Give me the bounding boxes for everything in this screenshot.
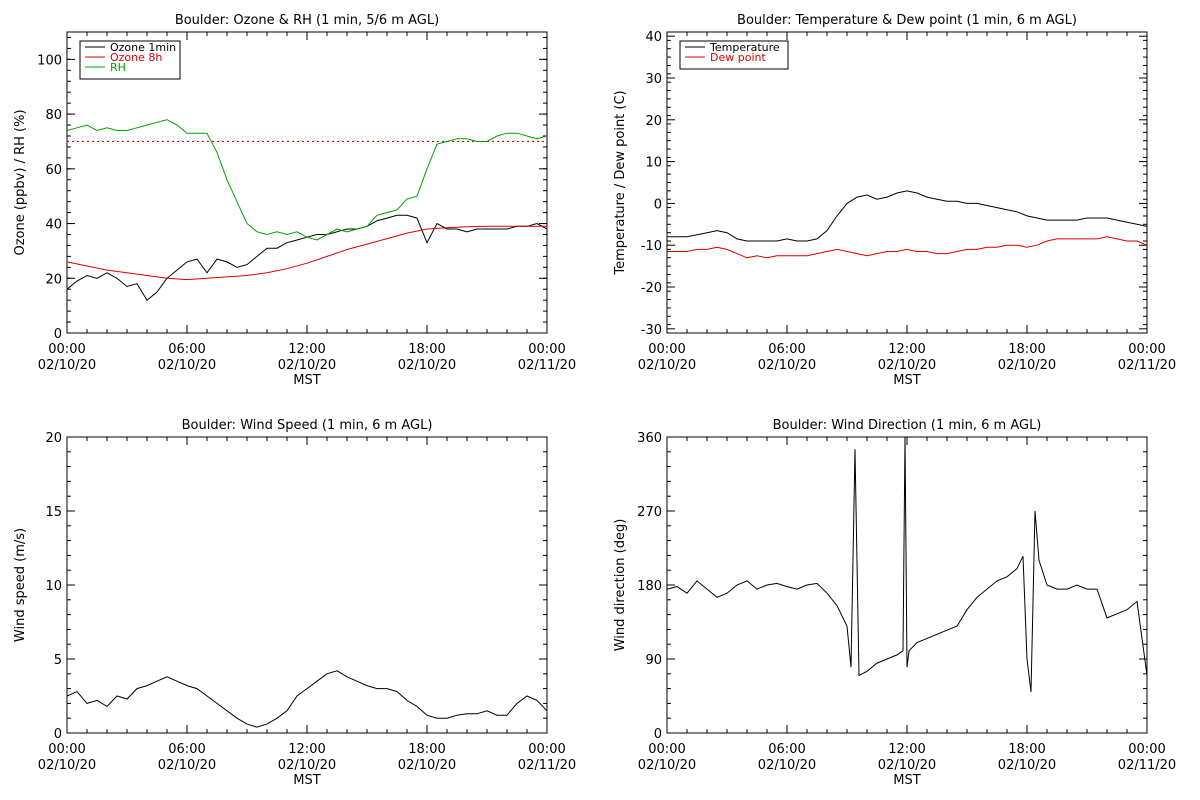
wind-speed-panel: Boulder: Wind Speed (1 min, 6 m AGL) 0 5 10… bbox=[13, 418, 576, 788]
wind-direction-ytick-label: 270 bbox=[637, 505, 662, 520]
ozone-rh-xtick-time: 12:00 bbox=[288, 342, 325, 357]
ozone-rh-line-ozone-8h bbox=[67, 225, 547, 281]
wind-direction-ylabel: Wind direction (deg) bbox=[613, 519, 628, 652]
ozone-rh-legend-entry: RH bbox=[110, 61, 126, 74]
temp-dewpoint-plot-frame bbox=[666, 31, 1148, 334]
wind-speed-xtick-time: 06:00 bbox=[168, 742, 205, 757]
temp-dewpoint-xtick-time: 00:00 bbox=[1128, 342, 1165, 357]
temp-dewpoint-legend bbox=[679, 40, 789, 70]
wind-speed-ytick-label: 5 bbox=[54, 653, 62, 668]
temp-dewpoint-ytick-label: 40 bbox=[645, 30, 662, 45]
wind-direction-xtick-time: 18:00 bbox=[1008, 742, 1045, 757]
temp-dewpoint-line-dew-point bbox=[667, 236, 1147, 259]
ozone-rh-legend-entry: Ozone 1min bbox=[110, 41, 176, 54]
wind-direction-xtick-date: 02/10/20 bbox=[638, 758, 696, 773]
temp-dewpoint-xtick-date: 02/11/20 bbox=[1118, 358, 1176, 373]
ozone-rh-xlabel: MST bbox=[293, 373, 320, 388]
wind-direction-xtick-date: 02/10/20 bbox=[998, 758, 1056, 773]
temp-dewpoint-ytick-label: 30 bbox=[645, 72, 662, 87]
wind-direction-xtick-time: 00:00 bbox=[1128, 742, 1165, 757]
wind-direction-panel: Boulder: Wind Direction (1 min, 6 m AGL)… bbox=[613, 418, 1176, 788]
wind-direction-xtick-time: 12:00 bbox=[888, 742, 925, 757]
wind-direction-ytick-label: 180 bbox=[637, 579, 662, 594]
ozone-rh-xtick-time: 18:00 bbox=[408, 342, 445, 357]
wind-direction-xtick-date: 02/10/20 bbox=[758, 758, 816, 773]
temp-dewpoint-ytick-label: 0 bbox=[654, 197, 662, 212]
ozone-rh-line-ozone-1min bbox=[67, 214, 547, 301]
wind-direction-xtick-time: 06:00 bbox=[768, 742, 805, 757]
ozone-rh-ytick-label: 60 bbox=[45, 163, 62, 178]
ozone-rh-ytick-label: 100 bbox=[37, 53, 62, 68]
wind-direction-ytick-label: 90 bbox=[645, 653, 662, 668]
wind-direction-plot-frame bbox=[666, 436, 1148, 734]
wind-speed-title: Boulder: Wind Speed (1 min, 6 m AGL) bbox=[182, 418, 433, 433]
wind-speed-ytick-label: 20 bbox=[45, 431, 62, 446]
temp-dewpoint-panel: Boulder: Temperature & Dew point (1 min,… bbox=[613, 13, 1176, 388]
wind-direction-ytick-label: 360 bbox=[637, 431, 662, 446]
wind-speed-ylabel: Wind speed (m/s) bbox=[13, 528, 28, 642]
ozone-rh-ytick-label: 80 bbox=[45, 108, 62, 123]
temp-dewpoint-xtick-time: 12:00 bbox=[888, 342, 925, 357]
wind-direction-ytick-label: 0 bbox=[654, 727, 662, 742]
wind-direction-xtick-date: 02/10/20 bbox=[878, 758, 936, 773]
wind-speed-xtick-time: 12:00 bbox=[288, 742, 325, 757]
wind-direction-xtick-date: 02/11/20 bbox=[1118, 758, 1176, 773]
temp-dewpoint-ytick-label: 10 bbox=[645, 156, 662, 171]
ozone-rh-ytick-label: 0 bbox=[54, 327, 62, 342]
wind-speed-xtick-time: 00:00 bbox=[48, 742, 85, 757]
ozone-rh-xtick-time: 00:00 bbox=[528, 342, 565, 357]
wind-speed-ytick-label: 10 bbox=[45, 579, 62, 594]
temp-dewpoint-xtick-date: 02/10/20 bbox=[638, 358, 696, 373]
wind-speed-ytick-label: 15 bbox=[45, 505, 62, 520]
ozone-rh-legend-entry: Ozone 8h bbox=[110, 51, 162, 64]
ozone-rh-xtick-date: 02/11/20 bbox=[518, 358, 576, 373]
temp-dewpoint-ytick-label: -10 bbox=[641, 239, 662, 254]
ozone-rh-xtick-date: 02/10/20 bbox=[38, 358, 96, 373]
temp-dewpoint-xtick-time: 00:00 bbox=[648, 342, 685, 357]
wind-direction-xtick-time: 00:00 bbox=[648, 742, 685, 757]
ozone-rh-ytick-label: 40 bbox=[45, 218, 62, 233]
temp-dewpoint-ytick-label: 20 bbox=[645, 114, 662, 129]
wind-speed-xtick-date: 02/11/20 bbox=[518, 758, 576, 773]
temp-dewpoint-ytick-label: -20 bbox=[641, 281, 662, 296]
wind-speed-ytick-label: 0 bbox=[54, 727, 62, 742]
ozone-rh-xtick-date: 02/10/20 bbox=[278, 358, 336, 373]
ozone-rh-xtick-time: 00:00 bbox=[48, 342, 85, 357]
ozone-rh-title: Boulder: Ozone & RH (1 min, 5/6 m AGL) bbox=[175, 13, 439, 28]
ozone-rh-panel: Boulder: Ozone & RH (1 min, 5/6 m AGL)02… bbox=[13, 13, 576, 388]
temp-dewpoint-ytick-label: -30 bbox=[641, 323, 662, 338]
temp-dewpoint-line-temperature bbox=[667, 190, 1147, 242]
temp-dewpoint-ylabel: Temperature / Dew point (C) bbox=[613, 90, 628, 275]
ozone-rh-xtick-date: 02/10/20 bbox=[158, 358, 216, 373]
wind-speed-xtick-date: 02/10/20 bbox=[278, 758, 336, 773]
temp-dewpoint-xtick-time: 06:00 bbox=[768, 342, 805, 357]
temp-dewpoint-legend-entry: Temperature bbox=[709, 41, 780, 54]
ozone-rh-xtick-time: 06:00 bbox=[168, 342, 205, 357]
temp-dewpoint-xtick-date: 02/10/20 bbox=[878, 358, 936, 373]
wind-speed-xtick-time: 00:00 bbox=[528, 742, 565, 757]
wind-speed-xlabel: MST bbox=[293, 773, 320, 788]
ozone-rh-line-rh bbox=[67, 119, 547, 241]
temp-dewpoint-xtick-date: 02/10/20 bbox=[758, 358, 816, 373]
temp-dewpoint-legend-entry: Dew point bbox=[710, 51, 766, 64]
temp-dewpoint-xtick-date: 02/10/20 bbox=[998, 358, 1056, 373]
ozone-rh-xtick-date: 02/10/20 bbox=[398, 358, 456, 373]
wind-speed-xtick-time: 18:00 bbox=[408, 742, 445, 757]
temp-dewpoint-xlabel: MST bbox=[893, 373, 920, 388]
ozone-rh-ytick-label: 20 bbox=[45, 272, 62, 287]
wind-speed-xtick-date: 02/10/20 bbox=[398, 758, 456, 773]
wind-speed-line-series-0 bbox=[67, 670, 547, 728]
wind-speed-xtick-date: 02/10/20 bbox=[158, 758, 216, 773]
wind-direction-line-series-0 bbox=[667, 437, 1147, 692]
temp-dewpoint-title: Boulder: Temperature & Dew point (1 min,… bbox=[737, 13, 1077, 28]
wind-direction-xlabel: MST bbox=[893, 773, 920, 788]
wind-speed-xtick-date: 02/10/20 bbox=[38, 758, 96, 773]
ozone-rh-ylabel: Ozone (ppbv) / RH (%) bbox=[13, 109, 28, 255]
temp-dewpoint-xtick-time: 18:00 bbox=[1008, 342, 1045, 357]
wind-direction-title: Boulder: Wind Direction (1 min, 6 m AGL) bbox=[773, 418, 1042, 433]
